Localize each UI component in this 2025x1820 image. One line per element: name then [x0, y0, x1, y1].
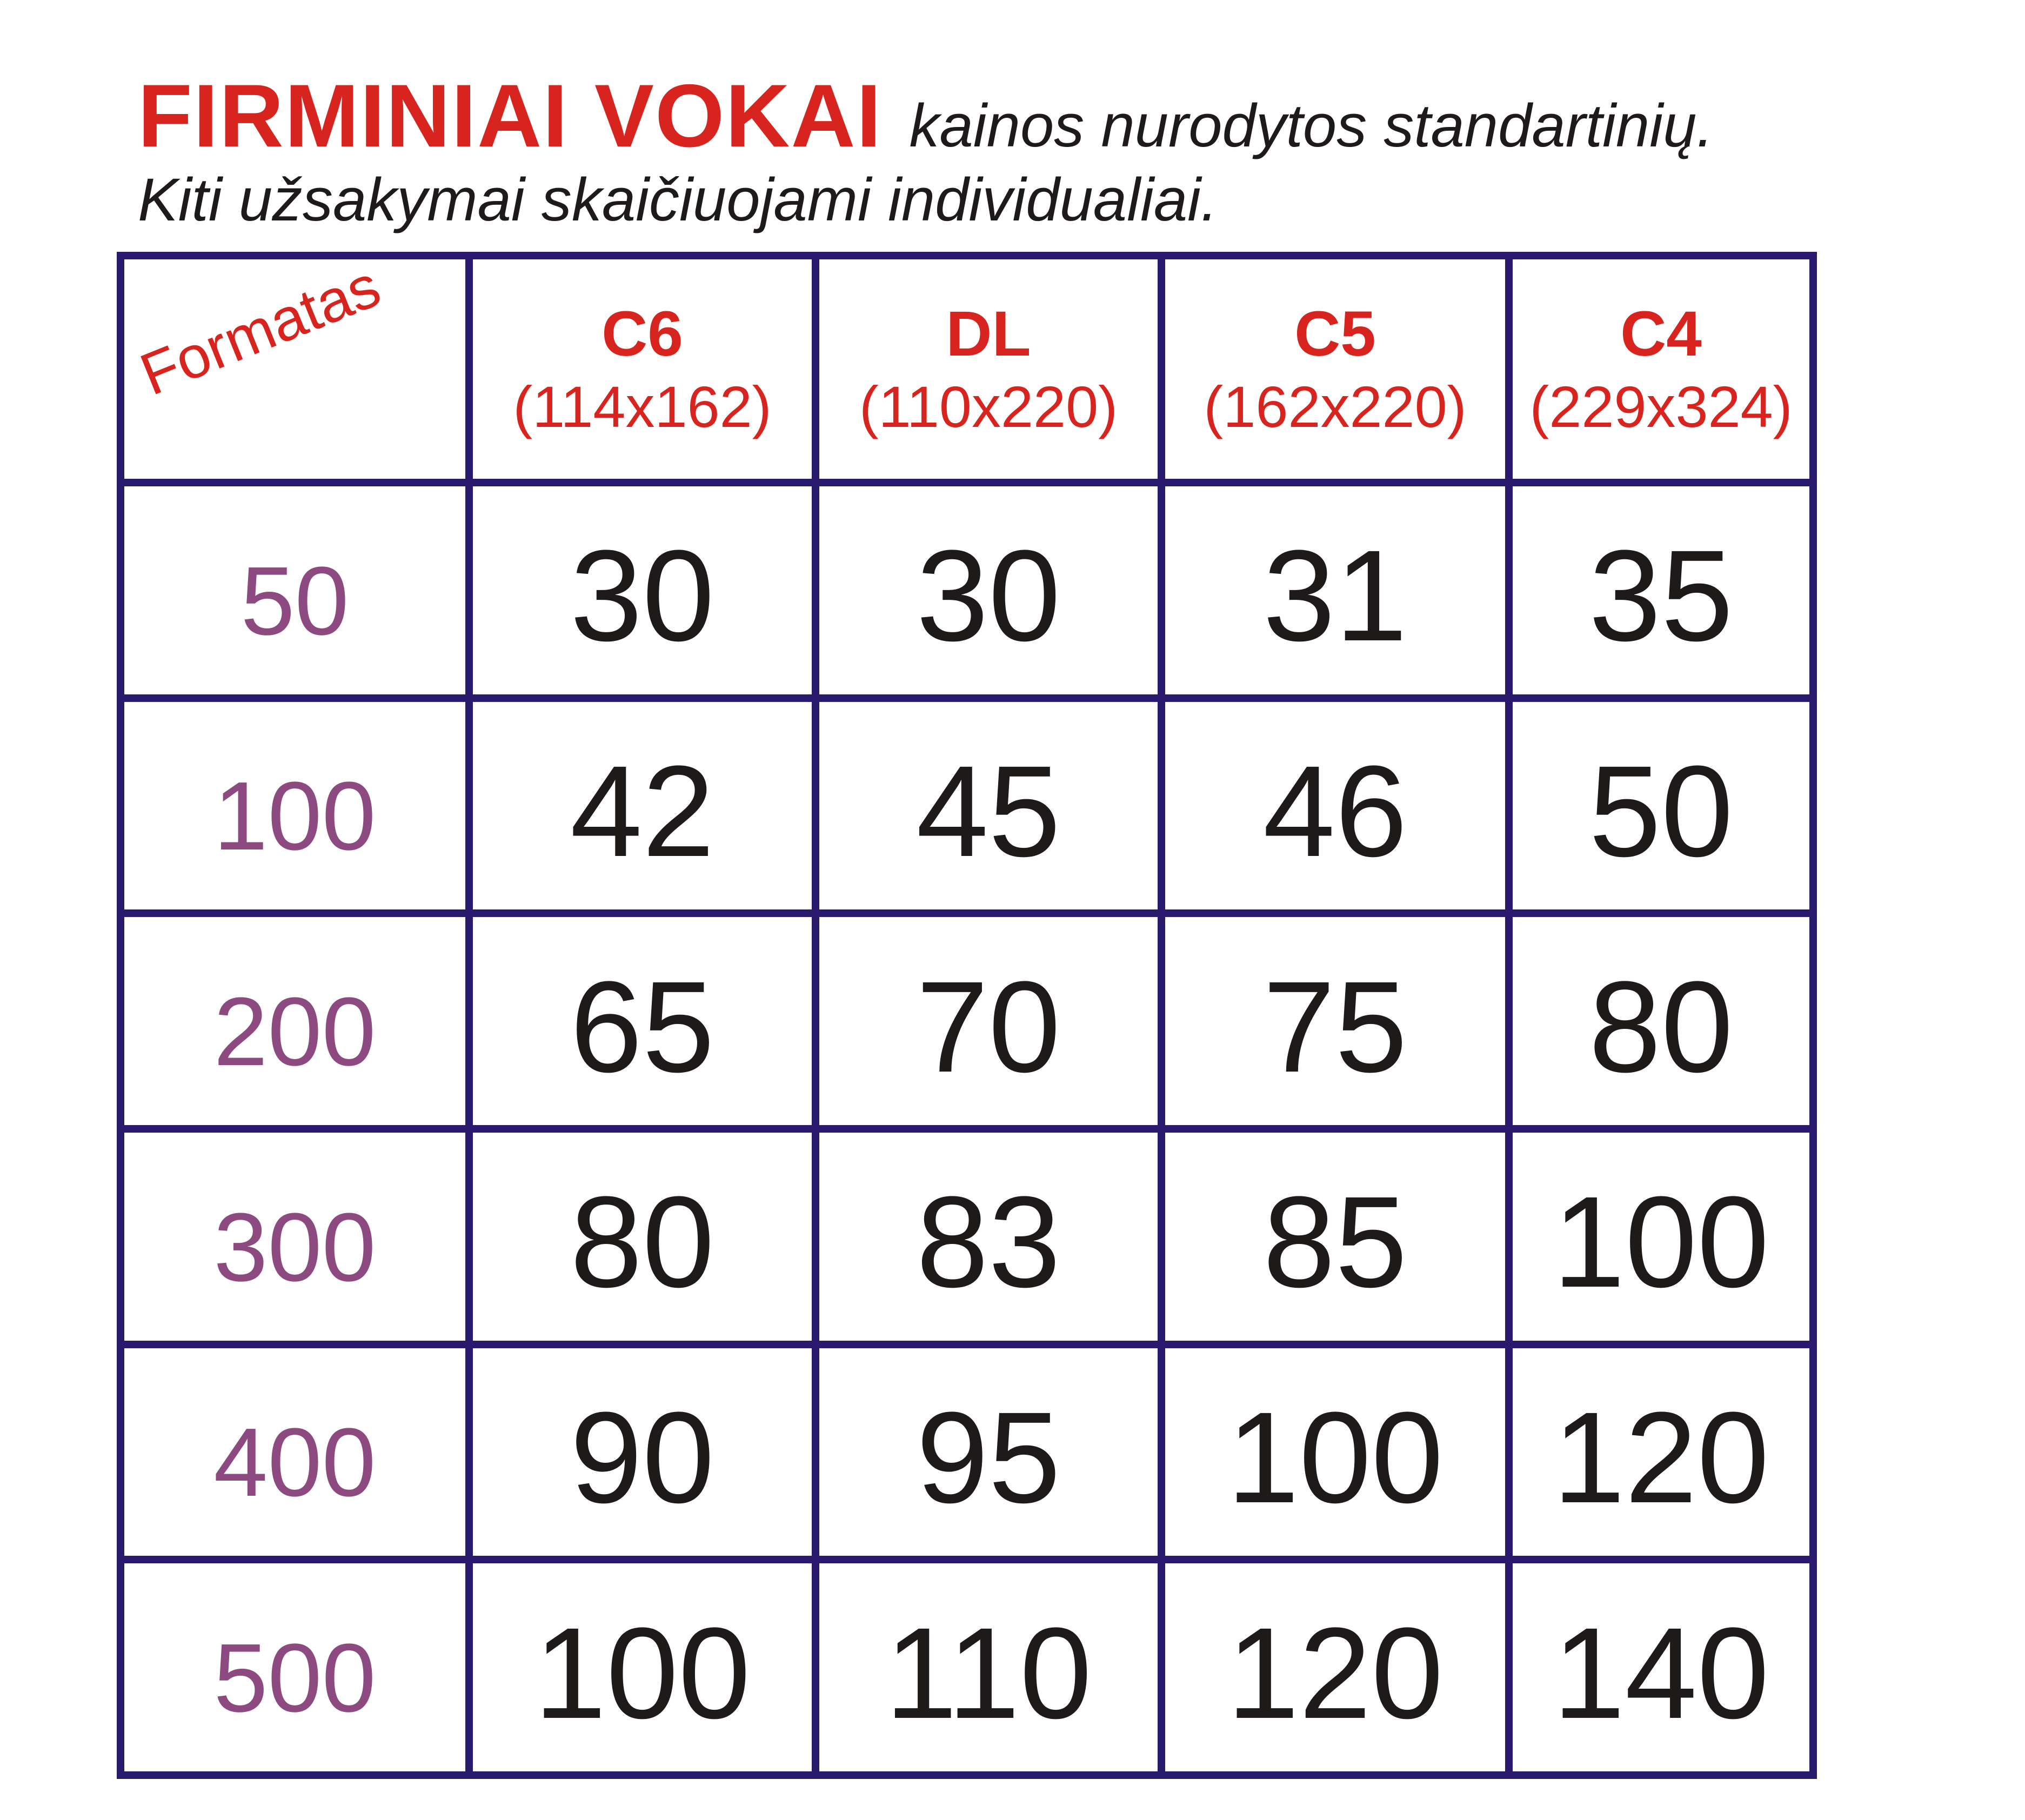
format-code: DL	[946, 298, 1031, 370]
price-cell: 120	[1513, 1348, 1809, 1556]
format-code: C6	[602, 298, 683, 370]
price-note: kainos nurodytos standartinių.	[909, 92, 1714, 159]
page-title: FIRMINIAI VOKAI	[138, 66, 883, 165]
price-cell: 31	[1165, 486, 1505, 694]
format-size: (110x220)	[859, 373, 1118, 439]
format-size: (162x220)	[1204, 373, 1467, 439]
price-cell: 85	[1165, 1132, 1505, 1341]
column-header: C6 (114x162)	[473, 259, 812, 479]
price-cell: 46	[1165, 701, 1505, 910]
price-cell: 90	[473, 1348, 812, 1556]
price-cell: 100	[473, 1563, 812, 1771]
format-code: C4	[1620, 298, 1702, 370]
price-cell: 30	[473, 486, 812, 694]
price-cell: 35	[1513, 486, 1809, 694]
price-cell: 65	[473, 917, 812, 1125]
price-cell: 100	[1165, 1348, 1505, 1556]
price-cell: 80	[1513, 917, 1809, 1125]
title-line: FIRMINIAI VOKAI kainos nurodytos standart…	[138, 65, 1713, 167]
format-size: (229x324)	[1529, 373, 1793, 439]
quantity-cell: 100	[124, 701, 465, 910]
price-cell: 110	[819, 1563, 1158, 1771]
price-table: Formatas C6 (114x162) DL (110x220) C5 (162x22…	[117, 252, 1817, 1779]
price-cell: 45	[819, 701, 1158, 910]
price-cell: 50	[1513, 701, 1809, 910]
price-cell: 75	[1165, 917, 1505, 1125]
corner-header: Formatas	[124, 252, 465, 479]
column-header: DL (110x220)	[819, 259, 1158, 479]
quantity-cell: 300	[124, 1132, 465, 1341]
format-code: C5	[1294, 298, 1376, 370]
quantity-cell: 200	[124, 917, 465, 1125]
price-cell: 83	[819, 1132, 1158, 1341]
format-label: Formatas	[131, 252, 389, 409]
quantity-cell: 500	[124, 1563, 465, 1771]
price-cell: 140	[1513, 1563, 1809, 1771]
price-cell: 30	[819, 486, 1158, 694]
price-cell: 95	[819, 1348, 1158, 1556]
price-cell: 120	[1165, 1563, 1505, 1771]
price-cell: 100	[1513, 1132, 1809, 1341]
price-cell: 80	[473, 1132, 812, 1341]
format-size: (114x162)	[513, 373, 772, 439]
price-cell: 42	[473, 701, 812, 910]
price-cell: 70	[819, 917, 1158, 1125]
column-header: C5 (162x220)	[1165, 259, 1505, 479]
quantity-cell: 400	[124, 1348, 465, 1556]
quantity-cell: 50	[124, 486, 465, 694]
column-header: C4 (229x324)	[1513, 259, 1809, 479]
subtitle: Kiti užsakymai skaičiuojami individualia…	[138, 166, 1218, 233]
